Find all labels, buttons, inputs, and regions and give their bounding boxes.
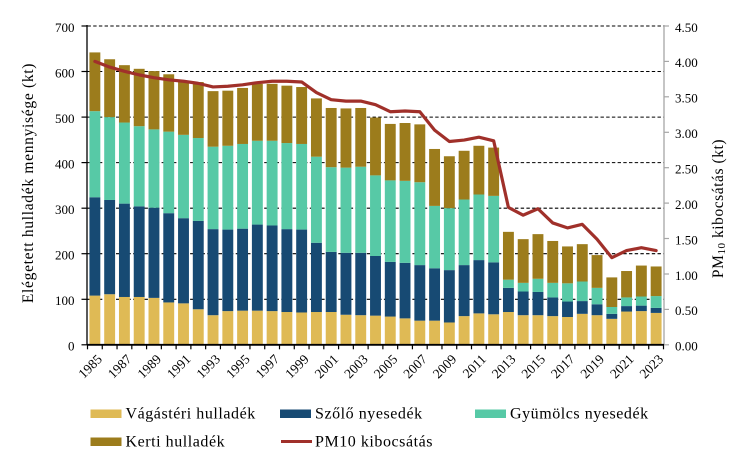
svg-text:2.00: 2.00 xyxy=(675,197,698,212)
svg-text:4.00: 4.00 xyxy=(675,55,698,70)
svg-text:700: 700 xyxy=(55,20,75,35)
svg-text:PM10 kibocsátás (kt): PM10 kibocsátás (kt) xyxy=(710,139,728,278)
svg-text:Vágástéri hulladék: Vágástéri hulladék xyxy=(126,406,256,423)
svg-text:Szőlő nyesedék: Szőlő nyesedék xyxy=(315,406,423,423)
svg-text:600: 600 xyxy=(55,65,75,80)
svg-text:Gyümölcs nyesedék: Gyümölcs nyesedék xyxy=(510,406,649,423)
svg-text:Elégetett hulladék mennyisége: Elégetett hulladék mennyisége (kt) xyxy=(20,63,37,303)
svg-text:PM10 kibocsátás: PM10 kibocsátás xyxy=(315,434,433,451)
svg-text:Kerti hulladék: Kerti hulladék xyxy=(126,434,226,451)
svg-text:0: 0 xyxy=(68,339,75,354)
svg-text:0.50: 0.50 xyxy=(675,303,698,318)
svg-text:500: 500 xyxy=(55,111,75,126)
svg-text:3.50: 3.50 xyxy=(675,91,698,106)
svg-text:3.00: 3.00 xyxy=(675,126,698,141)
svg-text:300: 300 xyxy=(55,202,75,217)
svg-text:100: 100 xyxy=(55,293,75,308)
svg-text:2.50: 2.50 xyxy=(675,162,698,177)
svg-text:400: 400 xyxy=(55,156,75,171)
svg-text:1.00: 1.00 xyxy=(675,268,698,283)
svg-text:200: 200 xyxy=(55,248,75,263)
svg-text:0.00: 0.00 xyxy=(675,339,698,354)
svg-text:4.50: 4.50 xyxy=(675,20,698,35)
svg-text:1.50: 1.50 xyxy=(675,232,698,247)
